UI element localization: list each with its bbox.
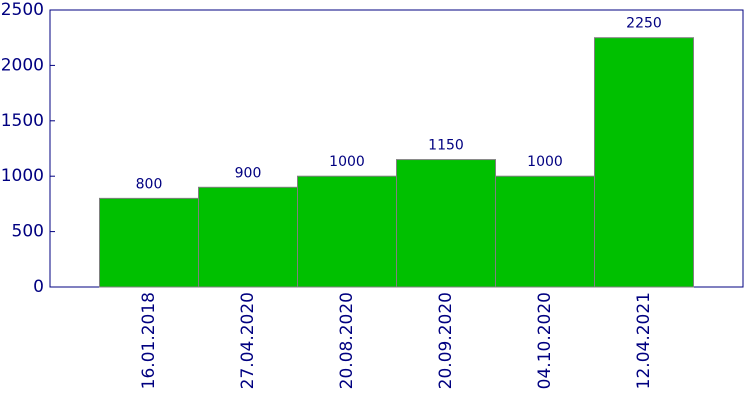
x-tick-label: 04.10.2020 xyxy=(535,292,555,389)
value-label: 1150 xyxy=(428,138,464,154)
value-label: 1000 xyxy=(527,154,563,170)
value-label: 2250 xyxy=(626,16,662,32)
x-tick-label: 20.09.2020 xyxy=(436,292,456,389)
value-label: 1000 xyxy=(329,154,365,170)
value-label: 800 xyxy=(136,176,163,192)
bar xyxy=(495,175,595,288)
value-label: 900 xyxy=(235,165,262,181)
bar xyxy=(297,175,397,288)
y-tick-label: 500 xyxy=(12,222,44,242)
bar xyxy=(99,197,199,288)
x-tick-label: 12.04.2021 xyxy=(634,292,654,389)
x-tick-label: 16.01.2018 xyxy=(139,292,159,389)
y-tick-label: 1000 xyxy=(1,166,44,186)
x-tick-label: 27.04.2020 xyxy=(238,292,258,389)
x-tick-label: 20.08.2020 xyxy=(337,292,357,389)
bar xyxy=(396,159,496,288)
y-tick-label: 2500 xyxy=(1,0,44,20)
bar xyxy=(198,186,298,288)
y-tick-label: 2000 xyxy=(1,55,44,75)
y-tick-label: 1500 xyxy=(1,111,44,131)
y-tick-label: 0 xyxy=(33,277,44,297)
bar xyxy=(594,37,694,288)
